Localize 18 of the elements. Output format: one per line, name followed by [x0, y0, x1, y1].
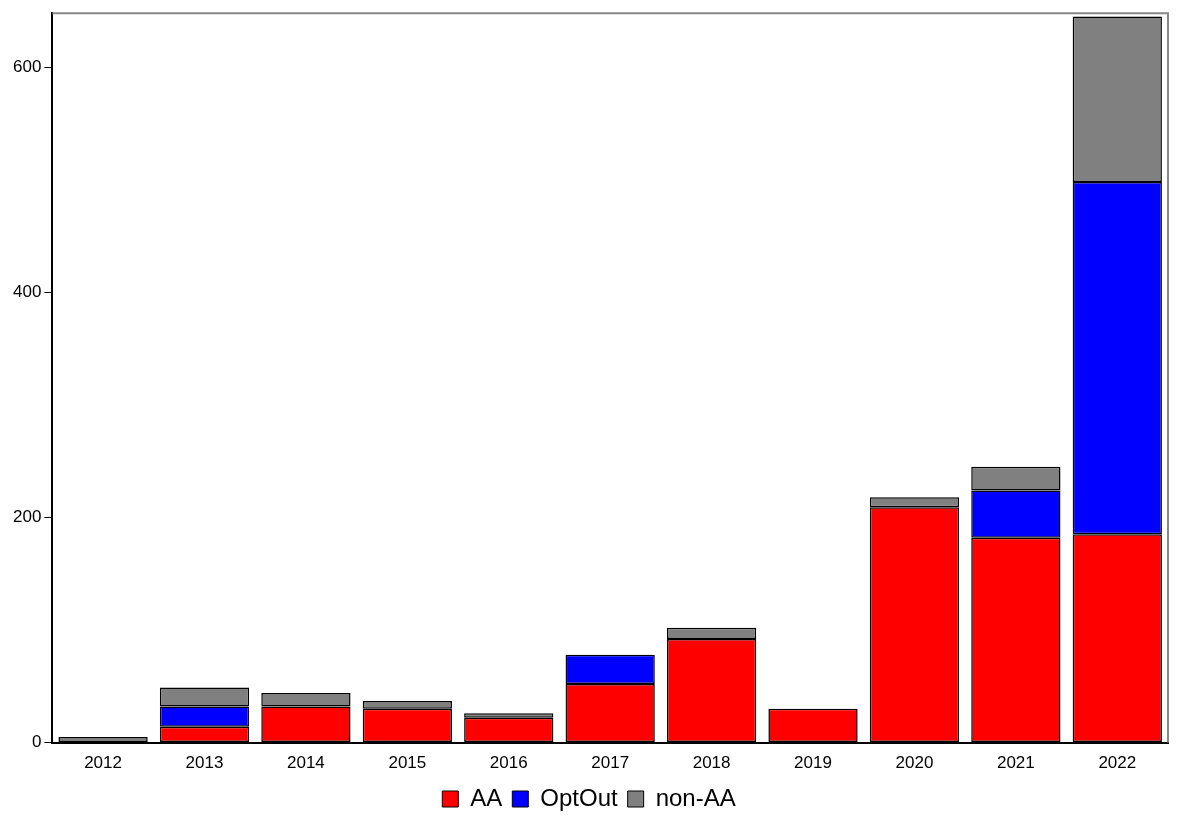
x-tick-label: 2018 [692, 753, 731, 773]
legend-label: non-AA [655, 783, 736, 811]
y-tick-label: 200 [12, 507, 42, 527]
legend-label: OptOut [540, 783, 618, 811]
x-tick-label: 2016 [489, 753, 528, 773]
x-tick-label: 2021 [996, 753, 1035, 773]
y-tick-label: 400 [12, 282, 42, 302]
x-tick-label: 2020 [895, 753, 934, 773]
y-tick-label: 0 [31, 732, 42, 752]
x-tick-label: 2019 [794, 753, 832, 773]
x-tick-label: 2017 [591, 753, 630, 773]
x-tick-label: 2012 [84, 753, 122, 773]
x-tick-label: 2014 [287, 753, 325, 773]
x-tick-label: 2013 [185, 753, 224, 773]
x-tick-label: 2022 [1098, 753, 1137, 773]
x-tick-label: 2015 [388, 753, 427, 773]
legend-label: AA [470, 783, 503, 811]
y-tick-label: 600 [12, 56, 42, 76]
